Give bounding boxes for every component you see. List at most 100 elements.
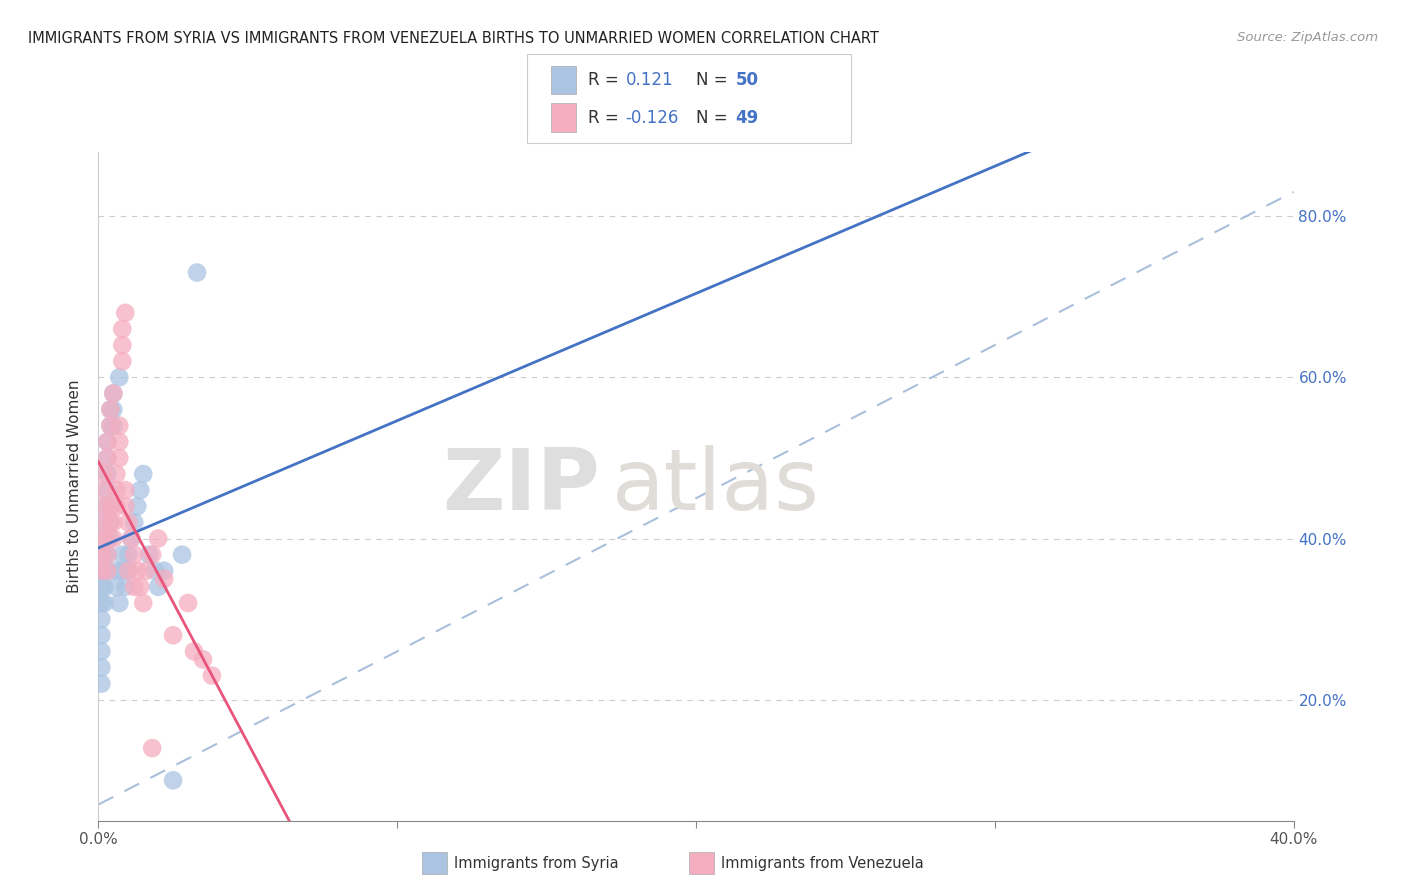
Point xyxy=(90,644,112,658)
Text: Source: ZipAtlas.com: Source: ZipAtlas.com xyxy=(1237,31,1378,45)
Point xyxy=(90,564,112,578)
Point xyxy=(96,450,118,465)
Point xyxy=(96,483,118,498)
Point xyxy=(90,548,112,562)
Point xyxy=(96,434,118,449)
Point xyxy=(117,564,139,578)
Point xyxy=(108,370,131,384)
Point xyxy=(93,532,115,546)
Point xyxy=(96,548,118,562)
Point xyxy=(129,483,152,498)
Point xyxy=(162,773,184,788)
Point xyxy=(117,516,139,530)
Point xyxy=(96,564,118,578)
Point xyxy=(96,564,118,578)
Point xyxy=(108,418,131,433)
Point xyxy=(117,564,139,578)
Point xyxy=(138,548,160,562)
Text: IMMIGRANTS FROM SYRIA VS IMMIGRANTS FROM VENEZUELA BIRTHS TO UNMARRIED WOMEN COR: IMMIGRANTS FROM SYRIA VS IMMIGRANTS FROM… xyxy=(28,31,879,46)
Point xyxy=(105,467,128,481)
Point xyxy=(93,564,115,578)
Point xyxy=(127,564,149,578)
Point xyxy=(103,402,125,417)
Point xyxy=(108,450,131,465)
Point xyxy=(100,500,122,514)
Text: Immigrants from Syria: Immigrants from Syria xyxy=(454,856,619,871)
Point xyxy=(90,564,112,578)
Point xyxy=(100,516,122,530)
Point xyxy=(90,532,112,546)
Text: 50: 50 xyxy=(735,71,758,89)
Point xyxy=(132,596,155,610)
Point xyxy=(93,500,115,514)
Point xyxy=(132,467,155,481)
Text: N =: N = xyxy=(696,109,733,128)
Point xyxy=(93,548,115,562)
Point xyxy=(141,548,163,562)
Point xyxy=(191,652,214,666)
Point xyxy=(100,532,122,546)
Text: atlas: atlas xyxy=(613,444,820,528)
Point xyxy=(127,500,149,514)
Text: -0.126: -0.126 xyxy=(626,109,679,128)
Text: 49: 49 xyxy=(735,109,759,128)
Point xyxy=(183,644,205,658)
Text: R =: R = xyxy=(588,71,624,89)
Point xyxy=(153,572,176,586)
Point xyxy=(111,338,134,352)
Point xyxy=(129,580,152,594)
Text: ZIP: ZIP xyxy=(443,444,600,528)
Point xyxy=(90,676,112,690)
Point xyxy=(105,483,128,498)
Point xyxy=(93,467,115,481)
Point xyxy=(114,306,136,320)
Point xyxy=(177,596,200,610)
Point xyxy=(114,580,136,594)
Point xyxy=(105,580,128,594)
Point xyxy=(124,548,146,562)
Point xyxy=(100,402,122,417)
Point xyxy=(111,564,134,578)
Point xyxy=(201,668,224,682)
Point xyxy=(100,402,122,417)
Point xyxy=(96,434,118,449)
Point xyxy=(120,532,142,546)
Point xyxy=(90,596,112,610)
Point xyxy=(103,516,125,530)
Point xyxy=(111,322,134,336)
Point xyxy=(93,500,115,514)
Point xyxy=(120,532,142,546)
Point xyxy=(135,564,157,578)
Point xyxy=(111,354,134,368)
Y-axis label: Births to Unmarried Women: Births to Unmarried Women xyxy=(67,379,83,593)
Point xyxy=(100,516,122,530)
Point xyxy=(96,467,118,481)
Point xyxy=(96,450,118,465)
Point xyxy=(93,516,115,530)
Point xyxy=(105,500,128,514)
Point xyxy=(93,483,115,498)
Point xyxy=(141,741,163,756)
Text: Immigrants from Venezuela: Immigrants from Venezuela xyxy=(721,856,924,871)
Point xyxy=(103,386,125,401)
Point xyxy=(114,500,136,514)
Point xyxy=(90,660,112,674)
Point xyxy=(143,564,166,578)
Point xyxy=(100,418,122,433)
Point xyxy=(148,532,170,546)
Point xyxy=(90,628,112,642)
Text: 0.121: 0.121 xyxy=(626,71,673,89)
Point xyxy=(96,532,118,546)
Point xyxy=(148,580,170,594)
Point xyxy=(108,596,131,610)
Point xyxy=(103,418,125,433)
Point xyxy=(105,564,128,578)
Point xyxy=(162,628,184,642)
Point xyxy=(186,266,208,280)
Point xyxy=(108,434,131,449)
Point xyxy=(111,548,134,562)
Point xyxy=(93,596,115,610)
Point xyxy=(124,516,146,530)
Point xyxy=(103,532,125,546)
Point xyxy=(172,548,194,562)
